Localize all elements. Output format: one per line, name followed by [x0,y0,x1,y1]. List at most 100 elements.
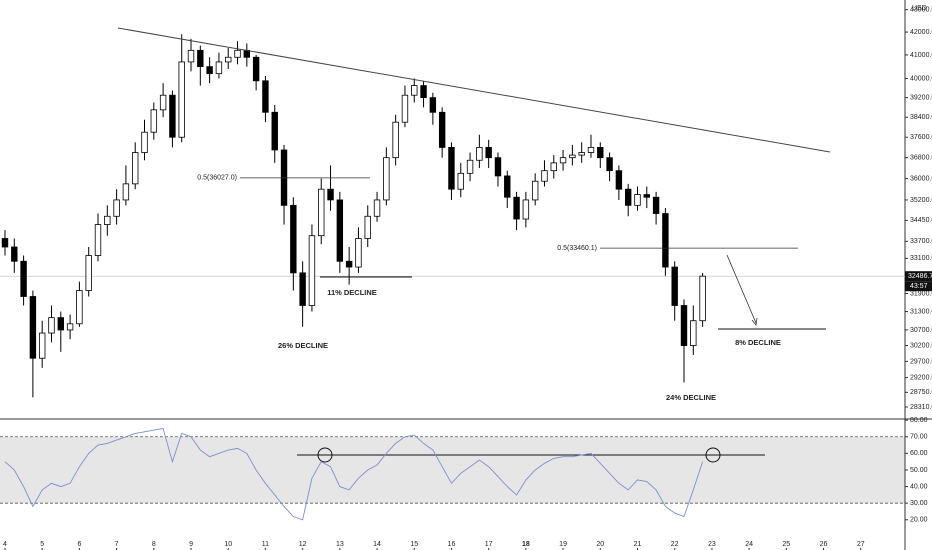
candle-body [11,246,18,262]
price-label-box [905,271,932,282]
rsi-y-tick-label: 30.00 [910,500,928,507]
candle-body [429,97,437,113]
candle-body [234,49,241,58]
candle-body [448,147,455,190]
candle-body [252,56,260,82]
countdown: 43:57 [910,283,928,290]
candle-body [150,109,158,133]
x-tick-label: 5 [40,541,44,548]
y-tick-label: 35200.0 [910,197,932,204]
candle-body [420,85,427,99]
candle-body [364,215,371,239]
candle-body [680,305,688,346]
candle-body [504,175,511,198]
candle-body [466,159,474,174]
candle-body [20,260,27,297]
candle-body [290,204,297,274]
y-tick-label: 36800.0 [910,155,932,162]
candle-body [215,61,223,75]
candle-body [318,188,325,237]
x-tick-label: 10 [224,541,232,548]
y-tick-label: 31300.0 [910,308,932,315]
candle-body [606,157,613,172]
candle-body [178,61,185,138]
candle-body [66,323,74,331]
candle-body [383,157,390,201]
rsi-y-tick-label: 80.00 [910,417,928,424]
candle-body [76,290,83,325]
candle-body [132,152,139,185]
annotation: 24% DECLINE [666,393,716,402]
candle-body [541,170,548,182]
x-tick-label: 12 [299,541,307,548]
candle-body [457,172,464,190]
candle-body [643,194,650,198]
x-tick-label: 9 [189,541,193,548]
y-tick-label: 31900.0 [910,290,932,297]
candle-body [327,188,334,201]
candle-body [485,147,492,159]
candle-body [113,199,120,217]
y-tick-label: 40000.0 [910,75,932,82]
candle-body [345,260,353,268]
currency: USD [912,5,927,12]
annotation: 0.5(36027.0) [197,175,237,182]
x-tick-label: 18 [522,541,530,548]
candle-body [169,94,176,138]
y-tick-label: 33100.0 [910,255,932,262]
annotation: 26% DECLINE [278,341,328,350]
candle-body [438,111,446,148]
candle-body [476,147,483,161]
y-tick-label: 34450.0 [910,217,932,224]
candle-body [225,56,232,63]
candle-body [597,147,604,159]
candle-body [308,235,316,306]
x-tick-label: 14 [373,541,381,548]
rsi-y-tick-label: 40.00 [910,483,928,490]
candle-body [187,49,195,63]
candle-body [624,188,632,206]
candle-body [550,162,557,172]
candle-body [652,196,660,214]
candle-body [355,238,362,268]
y-tick-label: 41000.0 [910,52,932,59]
candle-body [122,183,130,201]
candle-body [197,49,204,68]
y-tick-label: 30700.0 [910,327,932,334]
candle-body [699,275,706,322]
annotation: 0.5(33460.1) [557,245,597,252]
candle-body [662,213,669,268]
candle-body [671,266,678,306]
candle-body [243,49,251,58]
candle-body [587,147,595,153]
y-tick-label: 36000.0 [910,175,932,182]
candle-body [634,194,641,206]
annotation: 8% DECLINE [735,338,781,347]
y-tick-label: 29700.0 [910,358,932,365]
x-tick-label: 19 [559,541,567,548]
candle-body [94,224,102,256]
candle-body [159,94,167,111]
y-tick-label: 30200.0 [910,342,932,349]
x-tick-label: 27 [857,541,865,548]
candle-body [522,199,530,220]
candle-body [531,180,539,201]
countdown-box [905,281,932,292]
x-tick-label: 23 [708,541,716,548]
candle-body [411,85,418,96]
candle-body [85,255,92,291]
candle-body [262,80,269,113]
x-tick-label: 4 [3,541,7,548]
x-tick-label: 7 [115,541,119,548]
rsi-band [0,436,905,504]
candle-body [336,199,344,262]
candle-body [569,154,576,159]
candle-body [513,196,520,220]
candle-body [373,199,381,217]
x-tick-label: 17 [485,541,493,548]
x-tick-label: 8 [152,541,156,548]
candle-body [48,317,55,334]
y-tick-label: 38400.0 [910,114,932,121]
trendline [117,27,831,153]
rsi-y-tick-label: 20.00 [910,517,928,524]
